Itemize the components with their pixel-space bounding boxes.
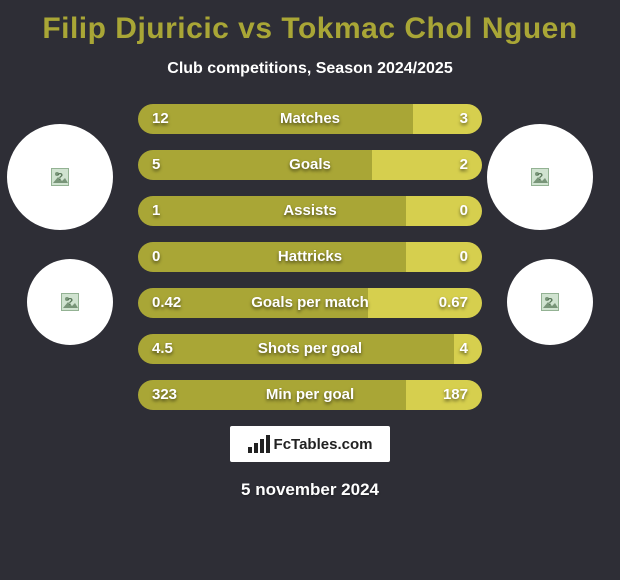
placeholder-icon: ? xyxy=(531,168,549,186)
stat-row: 12 3 Matches xyxy=(138,104,482,134)
brand-text: FcTables.com xyxy=(274,436,373,453)
stat-left-value: 12 xyxy=(152,110,169,127)
stat-left-value: 4.5 xyxy=(152,340,173,357)
stat-label: Goals per match xyxy=(251,294,369,311)
avatar-p2_top: ? xyxy=(487,124,593,230)
stats-container: 12 3 Matches 5 2 Goals 1 0 Assists 0 0 Hattricks 0.4… xyxy=(138,104,482,410)
stat-left-value: 323 xyxy=(152,386,177,403)
stat-right-fill xyxy=(406,242,482,272)
stat-right-value: 0 xyxy=(460,248,468,265)
stat-left-fill xyxy=(138,196,406,226)
placeholder-icon: ? xyxy=(61,293,79,311)
stat-right-value: 0 xyxy=(460,202,468,219)
stat-row: 5 2 Goals xyxy=(138,150,482,180)
stat-label: Shots per goal xyxy=(258,340,362,357)
stat-right-fill xyxy=(406,196,482,226)
svg-text:?: ? xyxy=(67,297,73,308)
stat-right-value: 3 xyxy=(460,110,468,127)
page-title: Filip Djuricic vs Tokmac Chol Nguen xyxy=(0,0,620,46)
avatar-p1_club: ? xyxy=(27,259,113,345)
svg-text:?: ? xyxy=(547,297,553,308)
stat-left-value: 0.42 xyxy=(152,294,181,311)
placeholder-icon: ? xyxy=(51,168,69,186)
stat-right-fill xyxy=(413,104,482,134)
stat-right-value: 4 xyxy=(460,340,468,357)
avatar-p2_club: ? xyxy=(507,259,593,345)
placeholder-icon: ? xyxy=(541,293,559,311)
stat-row: 4.5 4 Shots per goal xyxy=(138,334,482,364)
stat-right-value: 0.67 xyxy=(439,294,468,311)
stat-row: 0 0 Hattricks xyxy=(138,242,482,272)
stat-left-fill xyxy=(138,242,406,272)
stat-right-value: 187 xyxy=(443,386,468,403)
bars-icon xyxy=(248,435,270,453)
subtitle: Club competitions, Season 2024/2025 xyxy=(0,60,620,78)
stat-left-value: 5 xyxy=(152,156,160,173)
stat-left-fill xyxy=(138,150,372,180)
stat-label: Goals xyxy=(289,156,331,173)
stat-row: 323 187 Min per goal xyxy=(138,380,482,410)
stat-label: Min per goal xyxy=(266,386,354,403)
stat-left-value: 0 xyxy=(152,248,160,265)
svg-text:?: ? xyxy=(57,172,63,183)
stat-label: Matches xyxy=(280,110,340,127)
svg-text:?: ? xyxy=(537,172,543,183)
brand-logo: FcTables.com xyxy=(230,426,390,462)
stat-row: 1 0 Assists xyxy=(138,196,482,226)
stat-right-value: 2 xyxy=(460,156,468,173)
stat-row: 0.42 0.67 Goals per match xyxy=(138,288,482,318)
avatar-p1_top: ? xyxy=(7,124,113,230)
stat-label: Assists xyxy=(283,202,336,219)
stat-right-fill xyxy=(454,334,482,364)
date-label: 5 november 2024 xyxy=(0,480,620,500)
stat-label: Hattricks xyxy=(278,248,342,265)
stat-left-fill xyxy=(138,104,413,134)
stat-left-value: 1 xyxy=(152,202,160,219)
